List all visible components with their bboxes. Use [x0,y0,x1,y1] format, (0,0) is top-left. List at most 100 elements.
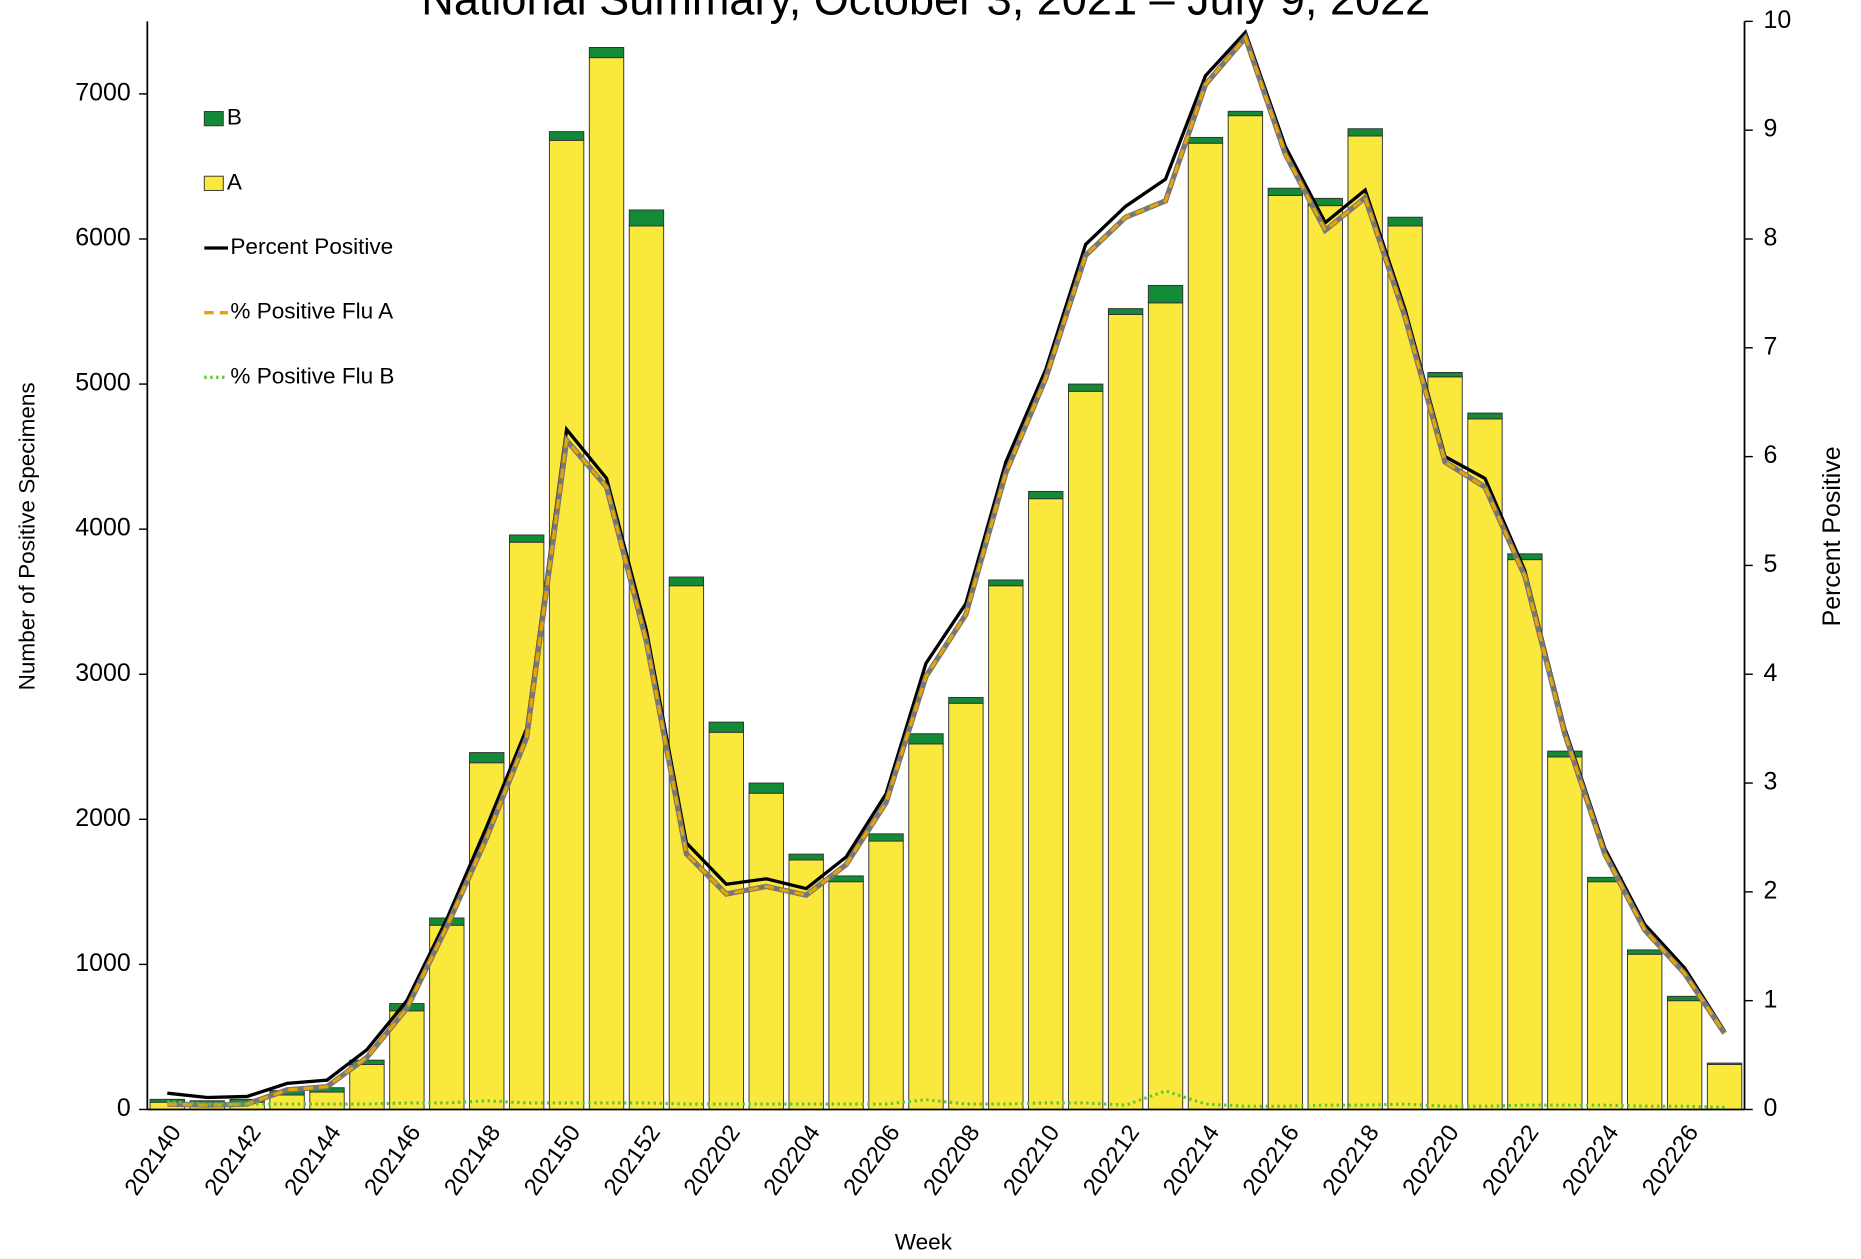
bar-segment [1227,110,1264,117]
bar-segment [508,534,545,543]
bar-segment [1587,881,1623,1110]
bar-segment [1067,390,1104,1110]
y2-tick-label: 9 [1764,115,1778,143]
bar-segment [1666,1000,1703,1110]
bar-segment [1067,383,1104,392]
bar-segment [1028,498,1064,1110]
bar-segment [1107,313,1144,1110]
bar-segment [1347,135,1383,1110]
legend-label: A [227,169,242,194]
bar-segment [868,840,904,1110]
y-axis-title: Number of Positive Specimens [15,382,40,690]
x-tick-label: 202212 [1078,1121,1145,1201]
chart-title: National Summary, October 3, 2021 – July… [421,0,1430,24]
legend-label: B [227,105,242,130]
bar-segment [548,139,585,1110]
bar-segment [1547,750,1583,758]
y2-tick-label: 8 [1764,224,1778,252]
x-tick-label: 202140 [120,1121,187,1201]
y2-tick-label: 6 [1764,441,1778,469]
bar-segment [1627,953,1663,1110]
x-tick-label: 202152 [599,1121,666,1201]
legend-label: % Positive Flu A [230,299,393,324]
x-tick-label: 202220 [1398,1121,1465,1201]
line-series [167,29,1726,1100]
x-tick-label: 202216 [1238,1121,1305,1201]
bar-segment [269,1094,305,1110]
bar-segment [1547,756,1583,1110]
x-tick-label: 202222 [1478,1121,1545,1201]
y2-tick-label: 1 [1764,985,1778,1013]
x-tick-label: 202142 [200,1121,267,1201]
bar-segment [1387,216,1423,227]
bar-segment [1107,308,1144,315]
bar-segment [1507,559,1543,1110]
bar-segment [1706,1064,1743,1110]
bar-segment [1627,949,1663,955]
bar-segment [1347,128,1383,137]
bar-segment [469,752,505,764]
bar-segment [1467,412,1503,420]
y-tick-label: 1000 [75,949,130,977]
bar-segment [1706,1062,1743,1065]
x-tick-label: 202202 [679,1121,746,1201]
line-series [167,34,1726,1107]
x-tick-label: 202210 [999,1121,1066,1201]
y2-tick-label: 3 [1764,768,1778,796]
x-tick-label: 202148 [440,1121,507,1201]
y-tick-label: 4000 [75,514,130,542]
y2-tick-label: 0 [1764,1094,1778,1122]
bar-segment [948,702,984,1110]
bar-segment [628,209,665,227]
bar-segment [1507,553,1543,561]
y2-tick-label: 10 [1764,6,1792,34]
x-tick-label: 202208 [919,1121,986,1201]
line-series [167,1089,1725,1109]
bar-segment [708,731,744,1110]
bar-segment [988,579,1024,587]
bar-segment [748,782,784,794]
bar-segment [349,1064,385,1110]
bar-segment [908,733,944,745]
legend-label: Percent Positive [230,234,393,259]
x-tick-label: 202214 [1158,1121,1225,1201]
bar-segment [389,1010,425,1110]
bar-segment [628,225,665,1110]
bar-segment [828,881,864,1110]
bar-segment [469,762,505,1110]
bar-segment [1666,995,1703,1002]
bar-segment [548,131,585,141]
bar-segment [748,792,784,1110]
legend-label: % Positive Flu B [230,363,394,388]
legend-swatch [203,111,224,127]
x-tick-label: 202206 [839,1121,906,1201]
bar-segment [1307,205,1343,1110]
bar-segment [1267,194,1304,1110]
bar-segment [1187,142,1224,1110]
y2-axis-title: Percent Positive [1818,446,1846,626]
bar-segment [1147,302,1184,1110]
legend-swatch [203,175,224,191]
bar-segment [868,833,904,842]
bar-segment [1387,225,1423,1110]
bar-segment [1147,284,1184,304]
y2-tick-label: 4 [1764,659,1778,687]
x-axis-title: Week [895,1230,953,1255]
bar-segment [1427,376,1463,1110]
y-tick-label: 5000 [75,369,130,397]
bar-segment [788,859,824,1110]
bar-segment [708,721,744,733]
y-tick-label: 0 [117,1094,131,1122]
bar-segment [668,576,705,587]
x-tick-label: 202224 [1558,1121,1625,1201]
bar-segment [948,696,984,704]
y-tick-label: 3000 [75,659,130,687]
bar-segment [788,853,824,861]
bar-segment [1467,418,1503,1110]
bar-segment [908,743,944,1110]
y-tick-label: 2000 [75,804,130,832]
bar-segment [1227,115,1264,1110]
bar-segment [1187,136,1224,144]
